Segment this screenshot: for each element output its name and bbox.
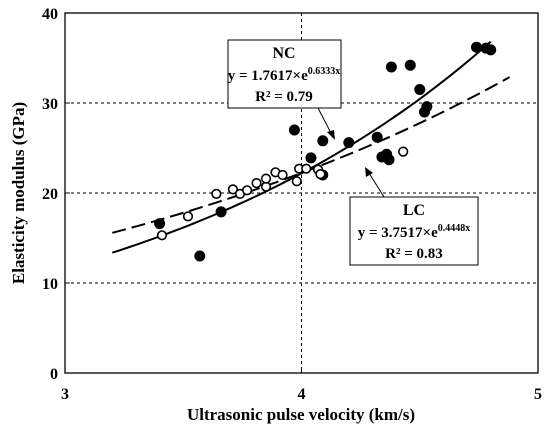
y-tick-label: 20 — [42, 186, 58, 203]
lc-data-point — [260, 173, 272, 184]
lc-label: LC — [403, 202, 425, 219]
nc-data-point — [343, 137, 355, 149]
nc-data-point — [371, 131, 383, 143]
nc-data-point — [404, 59, 416, 71]
x-axis-label: Ultrasonic pulse velocity (km/s) — [187, 405, 415, 424]
lc-data-point — [242, 185, 253, 196]
nc-data-point — [414, 84, 426, 95]
nc-data-point — [385, 61, 397, 73]
lc-data-point — [227, 184, 239, 195]
nc-data-point — [288, 124, 300, 136]
lc-data-point — [398, 146, 409, 157]
x-tick-label: 4 — [298, 386, 306, 403]
nc-data-point — [305, 152, 317, 164]
nc-data-point — [194, 250, 206, 262]
nc-data-point — [471, 41, 483, 53]
y-axis-label: Elasticity modulus (GPa) — [9, 102, 28, 284]
nc-data-point — [215, 206, 227, 218]
nc-r-squared: R² = 0.79 — [255, 89, 313, 105]
lc-arrow-head — [365, 167, 373, 177]
lc-data-point — [182, 211, 194, 222]
y-tick-label: 0 — [50, 366, 58, 383]
x-tick-label: 5 — [534, 386, 542, 403]
nc-data-point — [485, 44, 497, 56]
lc-arrow-line — [368, 172, 385, 198]
lc-data-point — [277, 169, 288, 181]
nc-arrow-head — [327, 130, 335, 140]
lc-data-point — [156, 230, 168, 241]
nc-data-point — [421, 101, 433, 113]
lc-data-point — [211, 188, 222, 199]
nc-data-point — [383, 154, 395, 166]
lc-equation: y = 3.7517×e0.4448x — [358, 223, 471, 241]
lc-data-point — [301, 163, 312, 174]
data-points — [154, 41, 497, 262]
nc-arrow-line — [317, 107, 333, 136]
nc-fit-curve — [111, 40, 492, 254]
y-tick-label: 30 — [42, 96, 58, 113]
nc-equation: y = 1.7617×e0.6333x — [228, 66, 341, 84]
x-tick-label: 3 — [61, 386, 69, 403]
nc-equation-box — [227, 39, 342, 109]
lc-equation-box — [349, 196, 479, 266]
nc-label: NC — [272, 45, 295, 62]
nc-data-point — [317, 135, 329, 147]
y-tick-label: 10 — [42, 276, 58, 293]
lc-r-squared: R² = 0.83 — [385, 246, 443, 262]
y-tick-label: 40 — [42, 6, 58, 23]
axis-ticks: 0 10 20 30 40 3 4 5 — [42, 6, 542, 403]
nc-data-point — [154, 218, 166, 230]
lc-data-point — [315, 169, 326, 180]
lc-data-point — [251, 178, 262, 189]
lc-data-point — [291, 176, 302, 187]
